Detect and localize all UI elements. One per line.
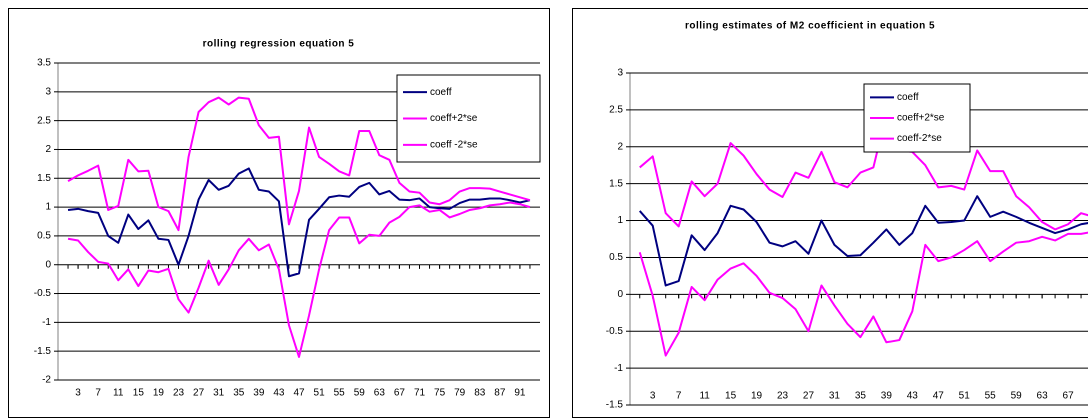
x-tick-label: 67 <box>1063 391 1075 402</box>
y-tick-label: 0 <box>45 259 51 270</box>
y-tick-label: 0 <box>617 289 623 300</box>
chart-body: rolling estimates of M2 coefficient in e… <box>606 21 1088 411</box>
x-tick-label: 31 <box>829 391 841 402</box>
y-tick-label: 3.5 <box>37 58 51 69</box>
chart-frame <box>572 8 1088 418</box>
series-line <box>67 96 531 232</box>
x-tick-label: 43 <box>273 388 285 399</box>
x-tick-label: 63 <box>1037 391 1049 402</box>
x-tick-label: 19 <box>153 388 165 399</box>
y-tick-label: 2.5 <box>609 105 623 116</box>
legend-label: coeff <box>897 92 919 103</box>
legend-label: coeff -2*se <box>430 140 478 151</box>
y-tick-label: -1 <box>614 363 623 374</box>
x-tick-label: 55 <box>985 391 997 402</box>
y-tick-label: -2 <box>42 375 51 386</box>
y-tick-label: 0.5 <box>37 231 51 242</box>
legend-label: coeff+2*se <box>430 113 478 124</box>
x-tick-label: 15 <box>725 391 737 402</box>
x-tick-label: 51 <box>959 391 971 402</box>
y-tick-label: 1.5 <box>37 173 51 184</box>
y-tick-label: 3 <box>617 68 623 79</box>
x-tick-label: 83 <box>474 388 486 399</box>
y-tick-label: 2.5 <box>37 115 51 126</box>
series-line <box>638 231 1088 357</box>
x-tick-label: 39 <box>881 391 893 402</box>
x-tick-label: 67 <box>394 388 406 399</box>
x-tick-label: 3 <box>75 388 81 399</box>
x-tick-label: 27 <box>193 388 205 399</box>
x-tick-label: 51 <box>314 388 326 399</box>
chart-body: rolling regression equation 5 -2 -1.5 -1 -0.… <box>34 39 541 399</box>
y-tick-label: -1 <box>42 317 51 328</box>
series-line <box>67 201 531 358</box>
x-tick-label: 11 <box>113 388 124 399</box>
y-tick-label: -0.5 <box>606 326 624 337</box>
series-line <box>639 112 1088 231</box>
x-tick-label: 47 <box>933 391 945 402</box>
y-tick-label: 1 <box>45 202 51 213</box>
x-tick-label: 23 <box>777 391 789 402</box>
x-tick-label: 35 <box>233 388 245 399</box>
series-line <box>67 167 531 278</box>
x-tick-label: 39 <box>253 388 265 399</box>
x-tick-label: 23 <box>173 388 185 399</box>
x-tick-label: 19 <box>751 391 763 402</box>
x-tick-label: 59 <box>354 388 366 399</box>
chart: rolling regression equation 5 -2 -1.5 -1 -0.… <box>8 8 550 418</box>
legend-label: coeff+2*se <box>897 113 945 124</box>
x-tick-label: 59 <box>1011 391 1023 402</box>
x-tick-label: 3 <box>650 391 656 402</box>
x-tick-label: 91 <box>514 388 526 399</box>
legend-label: coeff-2*se <box>897 133 942 144</box>
y-tick-label: 3 <box>45 86 51 97</box>
y-tick-label: 1.5 <box>609 178 623 189</box>
legend-label: coeff <box>430 87 452 98</box>
x-tick-label: 55 <box>334 388 346 399</box>
x-tick-label: 11 <box>699 391 710 402</box>
series-line <box>638 195 1088 287</box>
y-tick-label: -1.5 <box>34 346 52 357</box>
x-tick-label: 87 <box>494 388 506 399</box>
x-tick-label: 79 <box>454 388 466 399</box>
x-tick-label: 7 <box>676 391 682 402</box>
x-tick-label: 47 <box>293 388 305 399</box>
x-tick-label: 31 <box>213 388 225 399</box>
chart-title: rolling estimates of M2 coefficient in e… <box>685 21 935 32</box>
y-tick-label: 0.5 <box>609 252 623 263</box>
x-tick-label: 27 <box>803 391 815 402</box>
chart: rolling estimates of M2 coefficient in e… <box>572 8 1088 418</box>
y-tick-label: 2 <box>617 141 623 152</box>
x-tick-label: 35 <box>855 391 867 402</box>
x-tick-label: 75 <box>434 388 446 399</box>
chart-frame <box>8 8 550 418</box>
x-tick-label: 71 <box>414 388 426 399</box>
x-tick-label: 63 <box>374 388 386 399</box>
y-tick-label: -1.5 <box>606 400 624 411</box>
x-tick-label: 7 <box>95 388 101 399</box>
y-tick-label: 2 <box>45 144 51 155</box>
y-tick-label: -0.5 <box>34 288 52 299</box>
y-tick-label: 1 <box>617 215 623 226</box>
x-tick-label: 15 <box>133 388 145 399</box>
chart-title: rolling regression equation 5 <box>203 39 355 50</box>
x-tick-label: 43 <box>907 391 919 402</box>
